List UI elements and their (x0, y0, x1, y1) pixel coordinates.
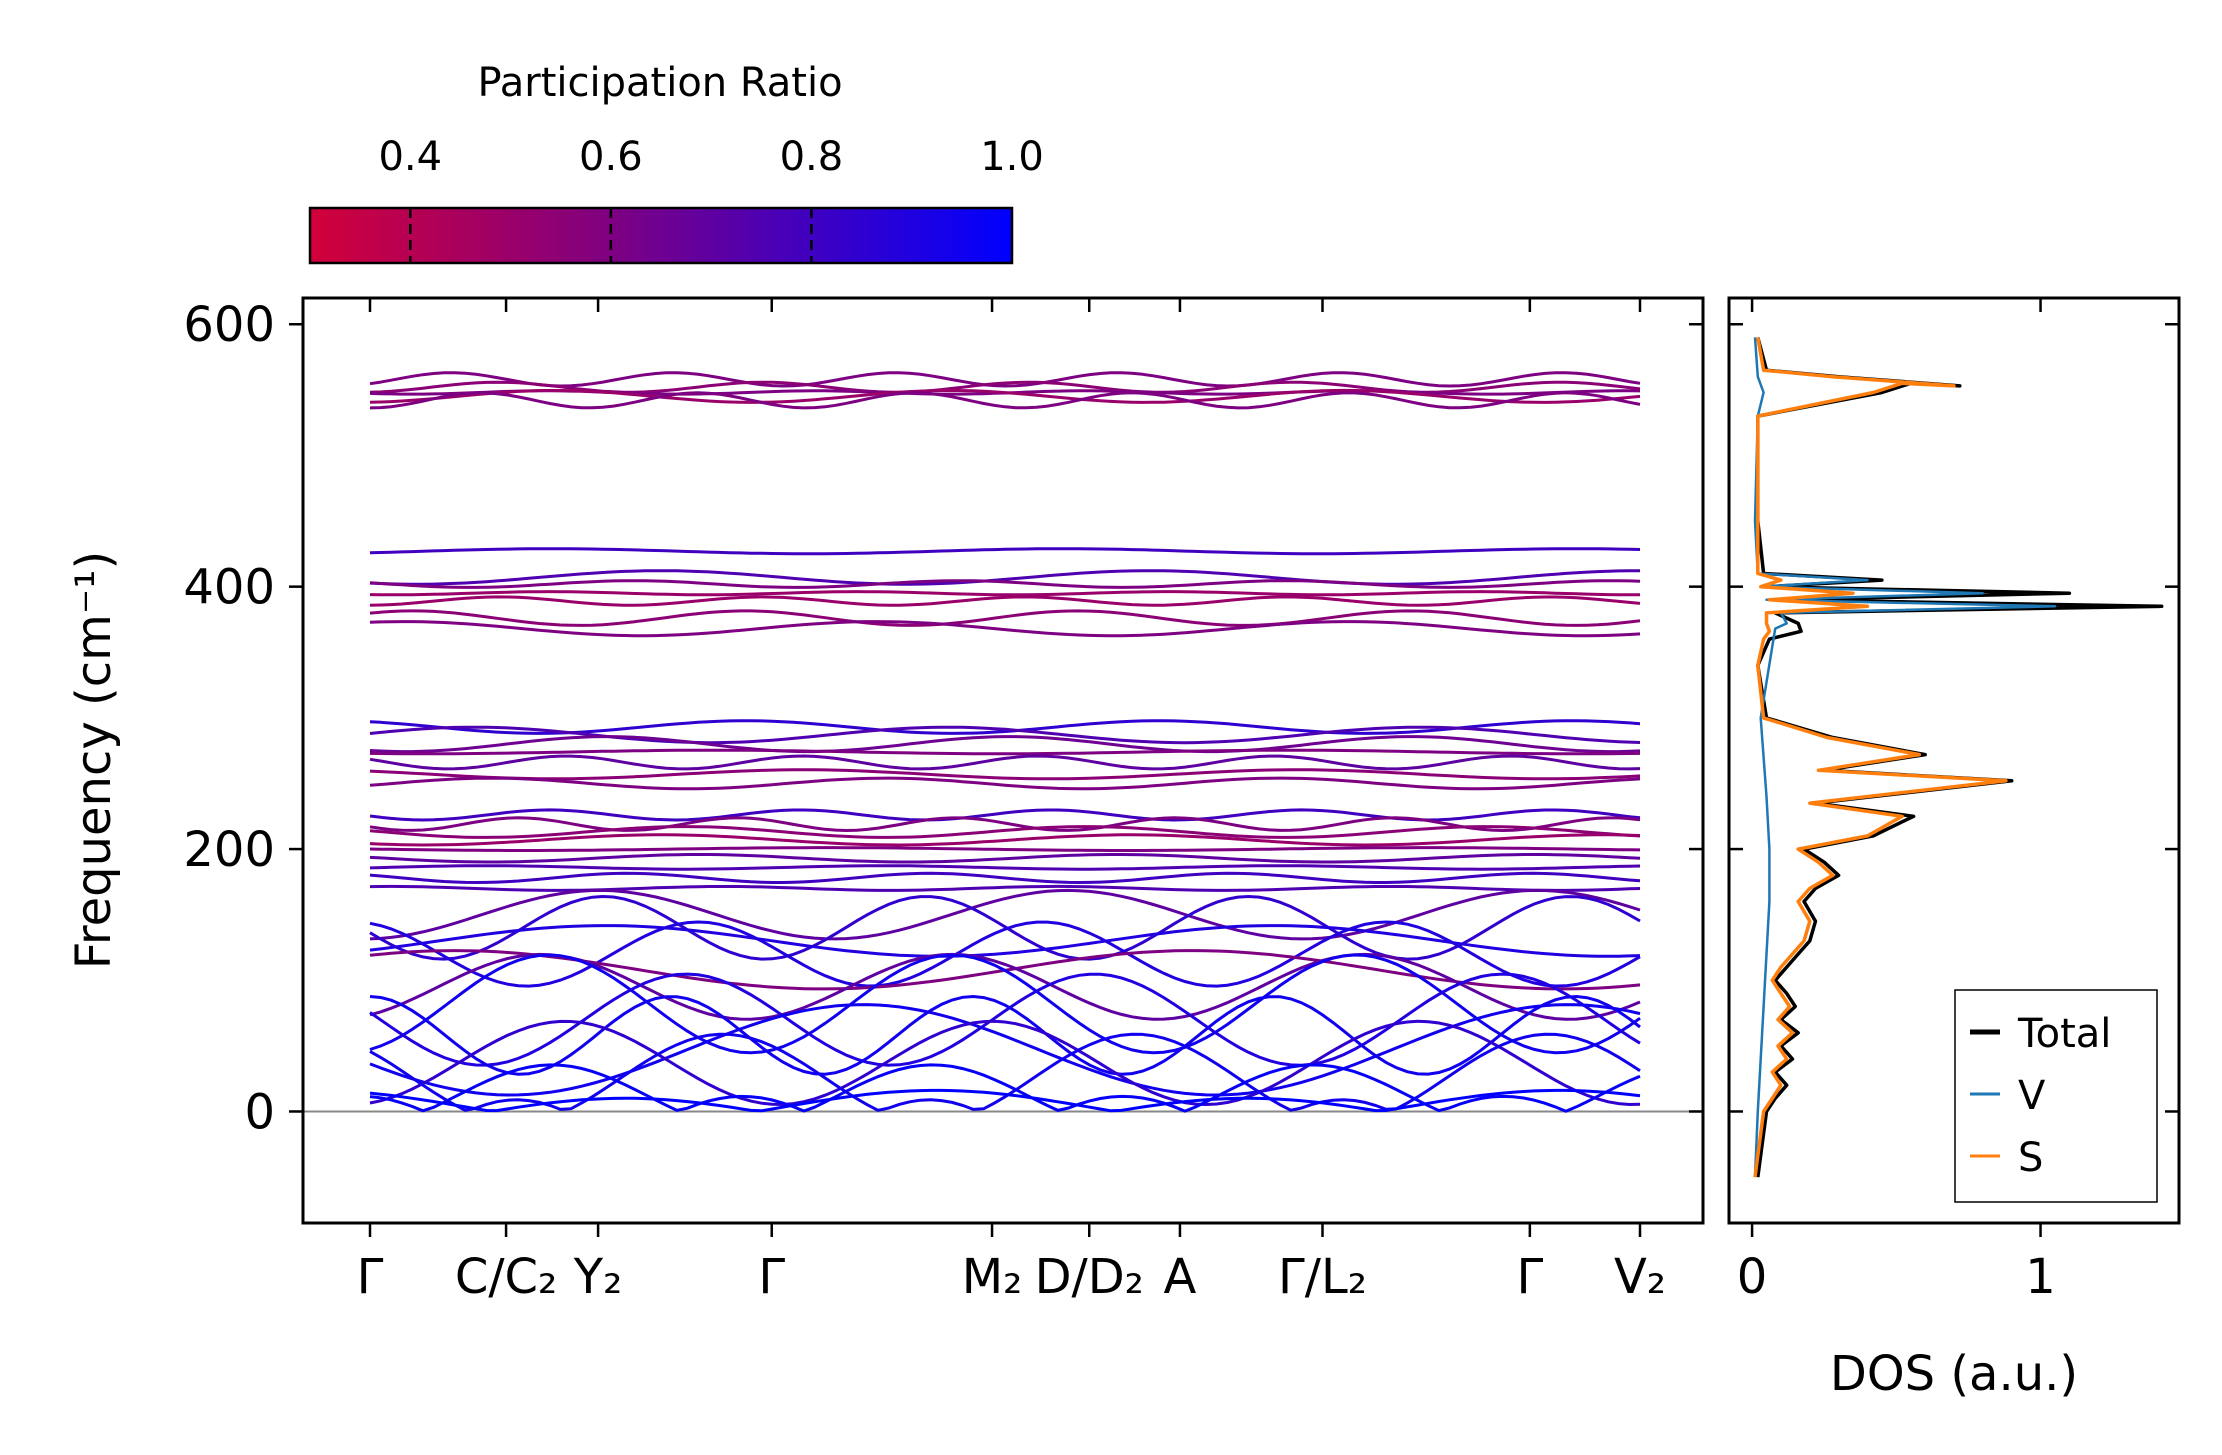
optical-band-27 (369, 884, 1641, 892)
optical-band-17 (369, 768, 1641, 781)
kpoint-label-6: A (1164, 1249, 1197, 1305)
kpoint-label-5: D/D₂ (1035, 1249, 1144, 1305)
frequency-axis-label: Frequency (cm⁻¹) (66, 551, 122, 969)
optical-band-8 (369, 590, 1640, 597)
legend-label-s: S (2018, 1135, 2043, 1181)
freq-tick-label-400: 400 (183, 560, 275, 616)
colorbar-tick-label-0: 0.4 (378, 134, 442, 180)
optical-band-20 (369, 816, 1641, 833)
colorbar-title: Participation Ratio (477, 60, 842, 106)
dos-tick-label-1: 1 (2025, 1249, 2056, 1305)
kpoint-label-8: Γ (1516, 1249, 1543, 1305)
optical-band-18 (369, 776, 1641, 791)
acoustic-band-6 (369, 953, 1641, 1055)
kpoint-label-2: Y₂ (573, 1249, 623, 1305)
legend-frame (1954, 989, 2158, 1203)
dos-panel: 0 1 DOS (a.u.) Total VS (1727, 296, 2181, 1402)
dos-tick-label-0: 0 (1737, 1249, 1768, 1305)
acoustic-band-0 (369, 888, 1641, 941)
optical-band-19 (369, 808, 1641, 822)
colorbar-gradient (308, 206, 1014, 265)
optical-band-9 (369, 595, 1641, 607)
acoustic-band-10 (369, 1019, 1641, 1107)
colorbar: Participation Ratio 0.4 0.6 0.8 1.0 (308, 60, 1044, 265)
kpoint-label-3: Γ (758, 1249, 785, 1305)
freq-tick-label-600: 600 (183, 297, 275, 353)
phonon-bands (369, 371, 1641, 1113)
kpoint-label-1: C/C₂ (455, 1249, 557, 1305)
optical-band-3 (369, 388, 1641, 404)
kpoint-label-4: M₂ (962, 1249, 1023, 1305)
optical-band-13 (369, 725, 1641, 745)
optical-band-5 (369, 547, 1641, 556)
optical-band-11 (369, 620, 1641, 638)
acoustic-band-7 (369, 972, 1641, 1067)
optical-band-21 (369, 825, 1641, 839)
colorbar-tick-label-1: 0.6 (579, 134, 643, 180)
optical-band-12 (369, 719, 1641, 735)
optical-band-4 (369, 391, 1641, 410)
acoustic-band-2 (369, 924, 1641, 958)
kpoint-label-9: V₂ (1614, 1249, 1666, 1305)
acoustic-band-9 (369, 1003, 1641, 1097)
band-axes-frame (301, 296, 1705, 1225)
freq-tick-label-0: 0 (244, 1084, 275, 1140)
dos-series-s (1753, 337, 2008, 1178)
optical-band-16 (369, 754, 1641, 771)
acoustic-band-3 (369, 920, 1641, 988)
freq-tick-label-200: 200 (183, 822, 275, 878)
optical-band-7 (369, 579, 1641, 589)
optical-band-15 (369, 748, 1641, 756)
dos-axis-label: DOS (a.u.) (1830, 1346, 2078, 1402)
optical-band-23 (369, 846, 1641, 852)
kpoint-label-7: Γ/L₂ (1278, 1249, 1367, 1305)
kpoint-label-0: Γ (357, 1249, 384, 1305)
optical-band-0 (369, 371, 1641, 388)
acoustic-band-13 (369, 1088, 1641, 1113)
dos-axes-frame (1727, 296, 2181, 1225)
legend-label-total: Total (2017, 1011, 2111, 1057)
acoustic-band-12 (369, 1063, 1641, 1113)
dos-legend: Total VS (1954, 989, 2158, 1203)
optical-band-25 (369, 864, 1641, 871)
optical-band-6 (369, 569, 1640, 586)
legend-label-v: V (2018, 1073, 2046, 1119)
acoustic-band-1 (369, 894, 1641, 961)
acoustic-band-11 (369, 1032, 1641, 1112)
optical-band-24 (369, 853, 1641, 864)
acoustic-band-8 (369, 994, 1641, 1076)
optical-band-10 (369, 609, 1641, 627)
optical-band-14 (369, 735, 1641, 754)
optical-band-22 (369, 833, 1641, 847)
band-structure-panel: 0 200 400 600 Γ C/C₂ Y₂ Γ M₂ D/D₂ A Γ/L₂ Γ V₂ Freque… (66, 296, 1705, 1305)
optical-band-26 (369, 871, 1641, 885)
colorbar-tick-label-2: 0.8 (780, 134, 844, 180)
colorbar-tick-label-3: 1.0 (980, 134, 1044, 180)
